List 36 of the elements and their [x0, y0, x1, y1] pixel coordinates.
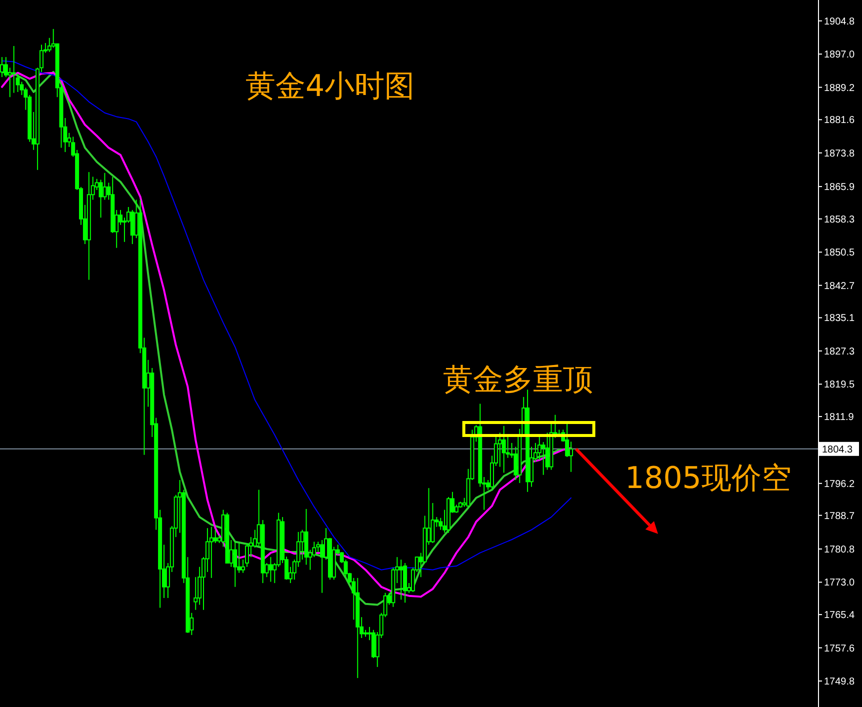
y-tick-label: 1827.3 [824, 346, 856, 358]
y-tick-label: 1773.0 [824, 578, 856, 589]
candlestick [320, 540, 324, 594]
y-tick-label: 1889.2 [824, 82, 856, 94]
annotation: 1805现价空 [625, 460, 792, 496]
candlestick [498, 432, 502, 468]
candlestick [209, 526, 214, 578]
y-tick-label: 1858.3 [824, 214, 856, 226]
y-tick-label: 1819.5 [824, 380, 856, 391]
y-tick-label: 1749.8 [824, 676, 856, 688]
y-tick-label: 1904.8 [824, 16, 856, 28]
y-tick-label: 1788.7 [824, 510, 856, 522]
y-tick-label: 1850.5 [824, 248, 856, 259]
y-tick-label: 1873.8 [824, 148, 856, 160]
y-tick-label: 1811.9 [824, 412, 854, 424]
annotation: 黄金多重顶 [442, 362, 593, 398]
y-tick-label: 1765.4 [824, 610, 856, 622]
ref-line-label: 1804.3 [822, 444, 854, 456]
y-tick-label: 1865.9 [824, 182, 856, 194]
candlestick [12, 46, 16, 94]
y-tick-label: 1897.0 [824, 50, 856, 61]
candlestick [502, 425, 506, 474]
y-tick-label: 1796.2 [824, 478, 856, 490]
y-tick-label: 1780.8 [824, 544, 856, 556]
candlestick [102, 172, 107, 200]
candlestick [399, 559, 404, 600]
candlestick [213, 529, 218, 544]
candlestick [268, 556, 273, 582]
y-tick-label: 1842.7 [824, 280, 856, 292]
y-tick-label: 1835.1 [824, 313, 856, 324]
y-tick-label: 1881.6 [824, 115, 856, 126]
candlestick [569, 441, 574, 472]
candlestick [233, 541, 238, 588]
text: 黄金4小时图 [245, 69, 415, 104]
y-tick-label: 1757.6 [824, 643, 856, 654]
candlestick [0, 56, 4, 78]
